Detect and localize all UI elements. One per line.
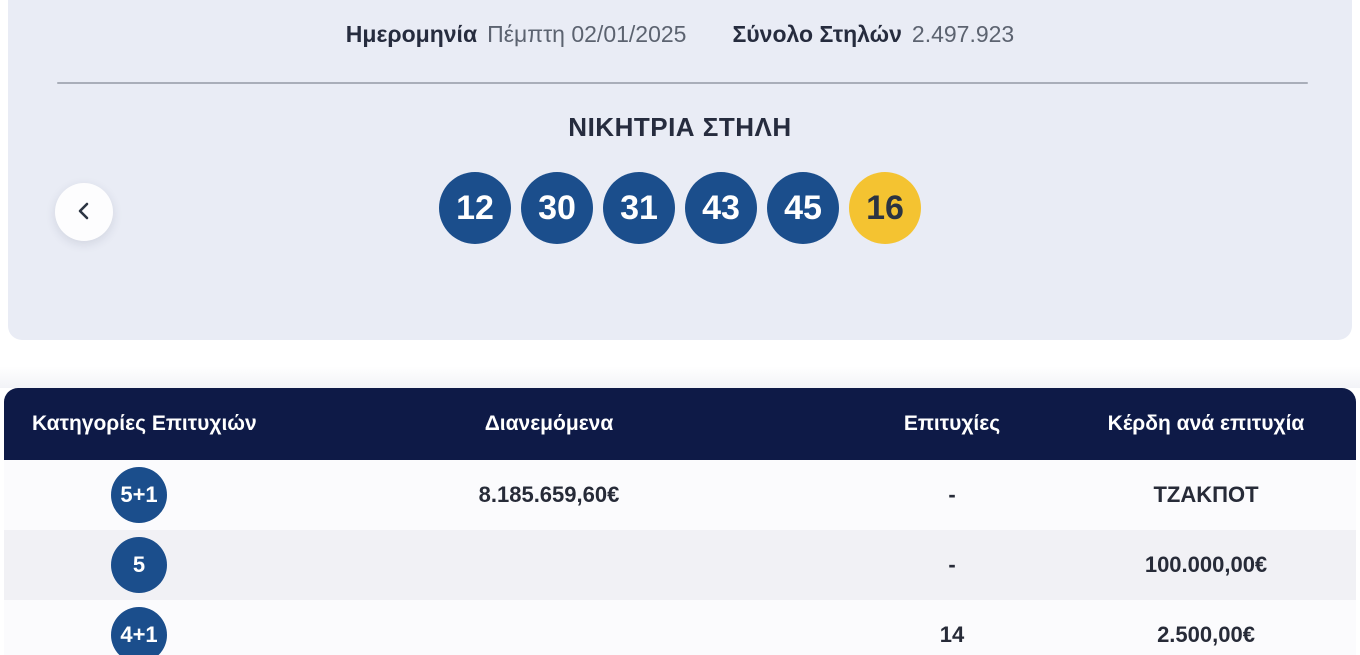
table-row: 5+1 8.185.659,60€ - ΤΖΑΚΠΟΤ [4,460,1356,530]
table-row: 4+1 14 2.500,00€ [4,600,1356,655]
number-ball: 31 [603,172,675,244]
cell-prize: 2.500,00€ [1157,622,1255,647]
col-header-prize: Κέρδη ανά επιτυχία [1107,412,1305,435]
number-ball: 45 [767,172,839,244]
col-header-distributed: Διανεμόμενα [484,412,614,435]
winning-column-title: ΝΙΚΗΤΡΙΑ ΣΤΗΛΗ [568,112,792,142]
cell-winners: 14 [939,622,965,647]
results-table: Κατηγορίες Επιτυχιών Διανεμόμενα Επιτυχί… [4,388,1356,655]
category-badge: 4+1 [111,607,167,655]
total-columns: Σύνολο Στηλών 2.497.923 [732,21,1014,48]
date-label: Ημερομηνία [345,21,478,47]
date-value: Πέμπτη 02/01/2025 [487,21,687,47]
prev-draw-button[interactable] [55,183,113,241]
number-ball: 12 [439,172,511,244]
section-gap [0,340,1360,388]
cell-winners: - [948,482,956,507]
category-cell: 5+1 [4,467,274,523]
draw-meta: Ημερομηνία Πέμπτη 02/01/2025 Σύνολο Στηλ… [8,0,1352,48]
chevron-left-icon [74,201,94,224]
winning-numbers: 12 30 31 43 45 16 [8,172,1352,244]
total-columns-label: Σύνολο Στηλών [732,21,902,47]
draw-date: Ημερομηνία Πέμπτη 02/01/2025 [346,21,687,48]
cell-winners: - [948,552,956,577]
cell-distributed: 8.185.659,60€ [478,482,620,507]
total-columns-value: 2.497.923 [911,21,1015,47]
col-header-winners: Επιτυχίες [903,412,1001,435]
table-header: Κατηγορίες Επιτυχιών Διανεμόμενα Επιτυχί… [4,388,1356,460]
divider [57,82,1308,84]
category-badge: 5+1 [111,467,167,523]
table-row: 5 - 100.000,00€ [4,530,1356,600]
cell-prize: ΤΖΑΚΠΟΤ [1153,482,1259,507]
number-ball: 43 [685,172,757,244]
category-badge: 5 [111,537,167,593]
col-header-categories: Κατηγορίες Επιτυχιών [32,412,257,435]
draw-panel: Ημερομηνία Πέμπτη 02/01/2025 Σύνολο Στηλ… [8,0,1352,340]
joker-ball: 16 [849,172,921,244]
category-cell: 5 [4,537,274,593]
cell-prize: 100.000,00€ [1144,552,1268,577]
category-cell: 4+1 [4,607,274,655]
number-ball: 30 [521,172,593,244]
